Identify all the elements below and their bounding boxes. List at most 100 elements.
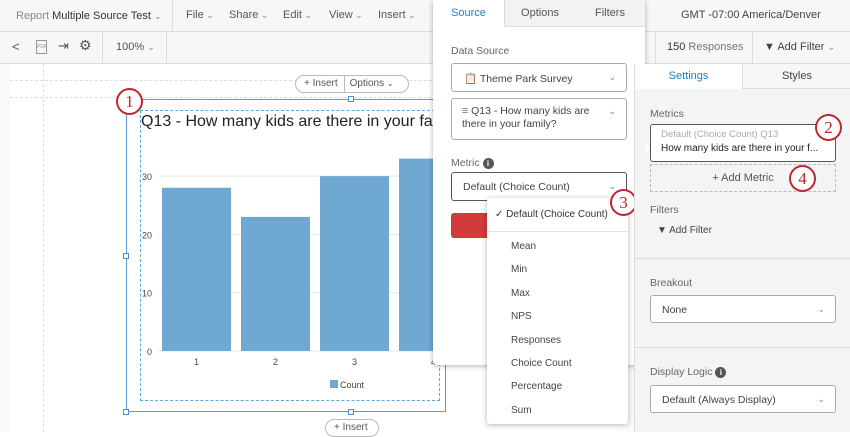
chevron-down-icon: ⌄ (154, 11, 162, 21)
share-icon[interactable]: < (12, 39, 20, 54)
bar (241, 216, 310, 351)
data-source-label: Data Source (451, 45, 510, 57)
menu-insert[interactable]: Insert (378, 9, 416, 21)
responses-count: 150 Responses (667, 41, 743, 53)
menu-view[interactable]: View (329, 9, 363, 21)
options-button[interactable]: Options ⌄ (349, 78, 394, 89)
bar (162, 187, 231, 351)
pdf-icon[interactable]: PDF (36, 40, 47, 54)
y-tick-label: 20 (142, 230, 152, 240)
survey-value: Theme Park Survey (479, 73, 573, 85)
timezone: GMT -07:00 America/Denver (681, 9, 821, 21)
insert-label: Insert (342, 422, 368, 433)
insert-options-pill: + Insert Options ⌄ (295, 75, 409, 93)
metric-sub: Default (Choice Count) Q13 (661, 129, 779, 140)
tab-options[interactable]: Options (505, 0, 575, 27)
dropdown-option[interactable]: Percentage (511, 381, 563, 392)
zoom-value: 100% (116, 41, 145, 53)
guide-line (43, 64, 44, 432)
add-metric-button[interactable]: + Add Metric (650, 164, 836, 192)
metric-main: How many kids are there in your f... (661, 143, 819, 154)
insert-button[interactable]: + Insert (296, 76, 345, 92)
dropdown-option-selected[interactable]: ✓ Default (Choice Count) (495, 209, 608, 220)
menu-share[interactable]: Share (229, 9, 268, 21)
legend-swatch (330, 380, 338, 388)
divider (635, 347, 850, 348)
metric-item[interactable]: Default (Choice Count) Q13 How many kids… (650, 124, 836, 162)
dropdown-option[interactable]: Responses (511, 335, 562, 346)
add-filter-label: Add Filter (777, 41, 825, 53)
info-icon[interactable]: i (482, 158, 494, 169)
metric-dropdown: ✓ Default (Choice Count) Mean Min Max NP… (487, 198, 628, 424)
dropdown-option[interactable]: Min (511, 264, 528, 275)
tab-filters[interactable]: Filters (575, 0, 645, 27)
settings-panel: Settings Styles Metrics Default (Choice … (634, 64, 850, 432)
chevron-down-icon: ⌄ (817, 394, 825, 404)
export-icon[interactable]: ⇥ (58, 38, 69, 53)
x-tick-label: 1 (194, 357, 199, 367)
tab-settings[interactable]: Settings (635, 64, 742, 89)
divider (635, 258, 850, 259)
dropdown-option[interactable]: Sum (511, 405, 532, 416)
checkmark-icon: ✓ (495, 209, 504, 220)
metric-select[interactable]: Default (Choice Count) ⌄ (451, 172, 627, 201)
chevron-down-icon: ⌄ (147, 42, 155, 52)
display-logic-text: Display Logic (650, 366, 713, 378)
option-label: Default (Choice Count) (506, 209, 608, 220)
zoom-select[interactable]: 100% ⌄ (116, 41, 155, 53)
legend-label: Count (340, 380, 365, 390)
divider (655, 32, 656, 64)
question-value: Q13 - How many kids are there in your fa… (462, 105, 590, 130)
display-logic-label: Display Logic i (650, 366, 727, 378)
tab-styles[interactable]: Styles (742, 64, 850, 89)
metric-label: Metric i (451, 157, 494, 169)
display-logic-select[interactable]: Default (Always Display) ⌄ (650, 385, 836, 413)
add-filter-label: Add Filter (669, 225, 712, 236)
callout-2: 2 (815, 114, 842, 141)
responses-number: 150 (667, 41, 686, 53)
info-icon[interactable]: i (715, 367, 727, 378)
callout-4: 4 (789, 165, 816, 192)
add-filter-button[interactable]: ▼ Add Filter ⌄ (764, 41, 836, 53)
question-select[interactable]: ≡ Q13 - How many kids are there in your … (451, 98, 627, 140)
responses-label: Responses (688, 41, 744, 53)
callout-3: 3 (610, 189, 637, 216)
list-icon: ≡ (462, 105, 469, 117)
divider (172, 0, 173, 32)
metrics-label: Metrics (650, 108, 684, 120)
dropdown-option[interactable]: Choice Count (511, 358, 572, 369)
chevron-down-icon: ⌄ (608, 72, 616, 82)
survey-select[interactable]: 📋 Theme Park Survey ⌄ (451, 63, 627, 92)
report-title[interactable]: Report Multiple Source Test ⌄ (16, 10, 162, 22)
y-tick-label: 30 (142, 172, 152, 182)
menu-file[interactable]: File (186, 9, 214, 21)
tab-source[interactable]: Source (433, 0, 505, 27)
divider (102, 32, 103, 64)
chevron-down-icon: ⌄ (608, 181, 616, 191)
x-tick-label: 2 (273, 357, 278, 367)
divider (166, 32, 167, 64)
breakout-label: Breakout (650, 277, 693, 289)
resize-handle[interactable] (348, 409, 354, 415)
dropdown-option[interactable]: Max (511, 288, 530, 299)
y-tick-label: 0 (147, 347, 152, 357)
breakout-select[interactable]: None ⌄ (650, 295, 836, 323)
resize-handle[interactable] (348, 96, 354, 102)
dropdown-option[interactable]: NPS (511, 311, 532, 322)
popup-pointer (645, 143, 655, 153)
guide-line (10, 97, 626, 98)
metric-value: Default (Choice Count) (463, 181, 570, 193)
bar-chart: 01020301234Count (142, 158, 440, 390)
divider (487, 231, 628, 232)
top-menu-bar: Report Multiple Source Test ⌄ File Share… (0, 0, 850, 32)
resize-handle[interactable] (123, 253, 129, 259)
metric-label-text: Metric (451, 157, 480, 169)
insert-bottom-button[interactable]: + Insert (325, 419, 379, 437)
callout-1: 1 (116, 88, 143, 115)
resize-handle[interactable] (123, 409, 129, 415)
gear-icon[interactable]: ⚙ (79, 37, 92, 53)
add-filter-link[interactable]: ▼ Add Filter (657, 225, 712, 236)
menu-edit[interactable]: Edit (283, 9, 312, 21)
divider (752, 32, 753, 64)
dropdown-option[interactable]: Mean (511, 241, 537, 252)
